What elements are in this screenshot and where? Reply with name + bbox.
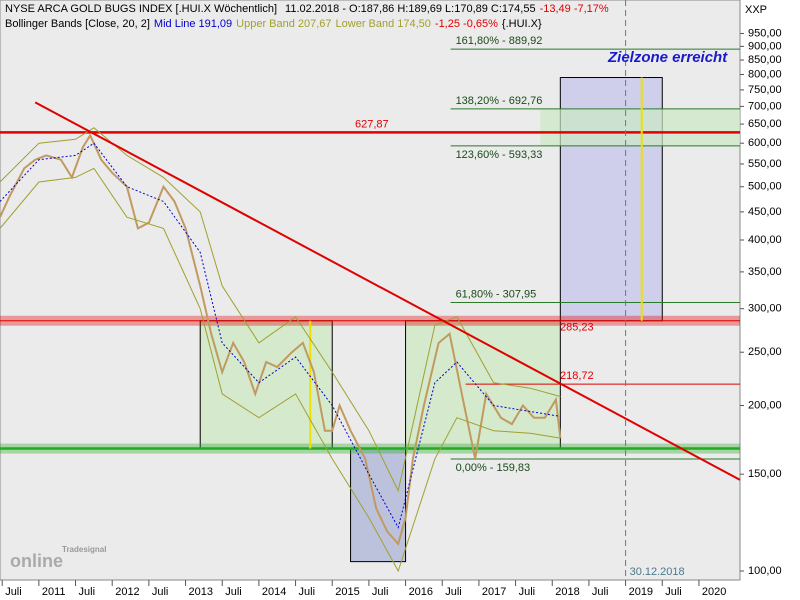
- x-tick-label: Juli: [519, 586, 536, 598]
- zone-box: [350, 448, 407, 563]
- x-tick-label: 2020: [702, 586, 726, 598]
- level-label: 218,72: [560, 370, 594, 382]
- y-tick-label: 150,00: [748, 468, 782, 480]
- level-label: 627,87: [355, 118, 389, 130]
- y-tick-label: 500,00: [748, 181, 782, 193]
- x-tick-label: Juli: [665, 586, 682, 598]
- upper-value: 207,67: [298, 18, 332, 30]
- y-tick-label: 350,00: [748, 266, 782, 278]
- header-line-1: NYSE ARCA GOLD BUGS INDEX [.HUI.X Wöchen…: [5, 3, 609, 15]
- x-tick-label: 2015: [335, 586, 359, 598]
- fib-label: 138,20% - 692,76: [456, 95, 543, 107]
- x-tick-label: Juli: [79, 586, 96, 598]
- y-tick-label: 800,00: [748, 68, 782, 80]
- x-tick-label: 2017: [482, 586, 506, 598]
- x-tick-label: Juli: [5, 586, 22, 598]
- band-line: [0, 127, 561, 493]
- currency: XXP: [745, 4, 767, 16]
- ohlc: 11.02.2018 - O:187,86 H:189,69 L:170,89 …: [285, 3, 536, 15]
- band-line: [0, 167, 561, 573]
- date-label: 30.12.2018: [630, 566, 685, 578]
- fib-label: 123,60% - 593,33: [456, 149, 543, 161]
- lower-value: 174,50: [397, 18, 431, 30]
- x-tick-label: 2014: [262, 586, 286, 598]
- y-tick-label: 600,00: [748, 137, 782, 149]
- y-tick-label: 550,00: [748, 158, 782, 170]
- trend-line: [34, 101, 741, 481]
- x-tick-label: 2012: [115, 586, 139, 598]
- x-tick-label: 2018: [555, 586, 579, 598]
- symbol: {.HUI.X}: [502, 18, 542, 30]
- fib-label: 0,00% - 159,83: [456, 462, 531, 474]
- indicator: Bollinger Bands [Close, 20, 2]: [5, 18, 150, 30]
- fib-label: 61,80% - 307,95: [456, 288, 537, 300]
- title: NYSE ARCA GOLD BUGS INDEX [.HUI.X Wöchen…: [5, 3, 277, 15]
- change: -13,49 -7,17%: [540, 3, 609, 15]
- y-tick-label: 300,00: [748, 303, 782, 315]
- x-tick-label: 2013: [189, 586, 213, 598]
- legend-lower: Lower Band: [336, 18, 395, 30]
- header-line-2: Bollinger Bands [Close, 20, 2] Mid Line 19…: [5, 18, 542, 30]
- x-tick-label: Juli: [299, 586, 316, 598]
- y-tick-label: 250,00: [748, 346, 782, 358]
- x-tick-label: Juli: [445, 586, 462, 598]
- logo-small: Tradesignal: [62, 545, 106, 554]
- x-tick-label: 2011: [42, 586, 66, 598]
- y-tick-label: 650,00: [748, 118, 782, 130]
- legend-mid: Mid Line: [154, 18, 196, 30]
- legend-upper: Upper Band: [236, 18, 295, 30]
- fib-band: [540, 108, 740, 146]
- y-tick-label: 450,00: [748, 206, 782, 218]
- y-tick-label: 950,00: [748, 27, 782, 39]
- target-text: Zielzone erreicht: [607, 49, 728, 66]
- x-tick-label: Juli: [152, 586, 169, 598]
- fib-label: 161,80% - 889,92: [456, 35, 543, 47]
- level-label: 285,23: [560, 322, 594, 334]
- x-tick-label: 2016: [409, 586, 433, 598]
- y-tick-label: 900,00: [748, 40, 782, 52]
- y-tick-label: 100,00: [748, 565, 782, 577]
- y-tick-label: 400,00: [748, 234, 782, 246]
- indicator-change: -1,25 -0,65%: [435, 18, 498, 30]
- y-tick-label: 700,00: [748, 100, 782, 112]
- logo: online: [10, 551, 63, 571]
- x-tick-label: Juli: [592, 586, 609, 598]
- y-tick-label: 750,00: [748, 84, 782, 96]
- band-line: [0, 142, 561, 529]
- mid-value: 191,09: [199, 18, 233, 30]
- y-tick-label: 200,00: [748, 399, 782, 411]
- x-tick-label: Juli: [225, 586, 242, 598]
- x-tick-label: Juli: [372, 586, 389, 598]
- y-tick-label: 850,00: [748, 54, 782, 66]
- x-tick-label: 2019: [629, 586, 653, 598]
